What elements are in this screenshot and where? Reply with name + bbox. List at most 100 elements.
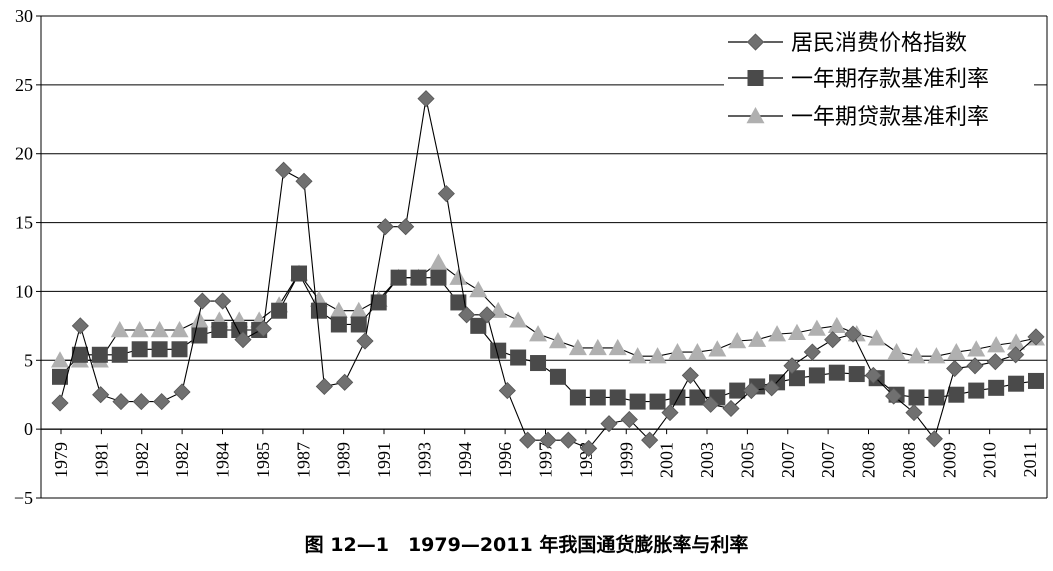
x-tick-label: 2005 <box>737 442 757 478</box>
axes <box>40 16 1048 498</box>
data-point <box>376 218 394 236</box>
data-point <box>295 172 313 190</box>
legend-label: 居民消费价格指数 <box>791 31 967 56</box>
data-point <box>628 347 647 364</box>
data-point <box>92 386 110 404</box>
y-tick-label: 5 <box>24 350 33 370</box>
y-tick-label: 15 <box>15 213 33 233</box>
data-point <box>71 346 88 363</box>
data-point <box>356 332 374 350</box>
data-point <box>151 341 168 358</box>
data-point <box>608 338 627 356</box>
data-point <box>430 269 447 286</box>
x-tick-label: 1982 <box>132 442 152 478</box>
data-point <box>559 431 577 449</box>
data-point <box>254 320 272 338</box>
legend-marker <box>746 107 765 124</box>
data-point <box>539 431 557 449</box>
x-tick-label: 1993 <box>414 442 434 478</box>
x-tick-label: 2008 <box>859 442 879 478</box>
data-point <box>417 90 435 108</box>
data-point <box>722 399 740 418</box>
legend-label: 一年期贷款基准利率 <box>791 105 989 130</box>
data-point <box>827 316 846 334</box>
data-point <box>987 336 1006 353</box>
data-point <box>641 431 659 449</box>
y-axis-ticks: −5 0 5 10 15 20 25 30 <box>14 6 41 508</box>
data-point <box>908 389 925 406</box>
y-tick-label: 0 <box>24 419 33 439</box>
x-tick-label: 1987 <box>293 442 313 478</box>
series-0 <box>51 90 1045 457</box>
data-point <box>708 340 727 357</box>
data-point <box>907 347 926 364</box>
data-point <box>783 357 801 375</box>
data-point <box>728 332 747 349</box>
data-point <box>828 364 845 381</box>
data-point <box>510 349 527 366</box>
data-point <box>130 320 149 338</box>
data-point <box>171 341 188 358</box>
data-point <box>410 269 427 286</box>
data-point <box>310 302 327 319</box>
data-point <box>569 389 586 406</box>
data-point <box>649 393 666 410</box>
data-point <box>742 382 760 400</box>
data-point <box>450 294 467 311</box>
x-tick-label: 1981 <box>91 442 111 478</box>
data-point <box>807 319 826 336</box>
data-point <box>190 311 209 328</box>
data-point <box>648 347 667 364</box>
x-tick-label: 1994 <box>455 442 475 478</box>
data-point <box>689 389 706 406</box>
data-point <box>271 302 288 319</box>
data-point <box>498 382 516 400</box>
series-1 <box>52 265 1044 410</box>
data-point <box>336 373 354 391</box>
x-tick-label: 2008 <box>899 442 919 478</box>
y-tick-label: 10 <box>15 281 33 301</box>
data-point <box>315 377 333 396</box>
data-point <box>449 268 468 285</box>
data-point <box>52 368 68 385</box>
legend-entry: 一年期存款基准利率 <box>724 63 1034 93</box>
data-point <box>580 439 598 457</box>
data-point <box>928 389 945 406</box>
data-point <box>968 382 985 399</box>
y-tick-label: 30 <box>15 6 33 26</box>
x-tick-label: 2007 <box>818 442 838 478</box>
x-tick-label: 1999 <box>616 442 636 478</box>
data-point <box>437 185 455 203</box>
data-point <box>788 370 805 387</box>
data-point <box>111 346 128 363</box>
data-point <box>490 342 507 359</box>
data-point <box>51 394 69 412</box>
data-point <box>946 359 964 378</box>
data-point <box>390 269 407 286</box>
data-point <box>458 306 476 324</box>
data-point <box>787 323 806 340</box>
data-point <box>1008 375 1025 392</box>
data-point <box>844 325 862 343</box>
data-point <box>768 325 787 342</box>
data-point <box>429 253 448 270</box>
data-point <box>211 321 228 338</box>
data-point <box>330 316 347 333</box>
data-point <box>51 351 69 368</box>
data-point <box>966 357 984 375</box>
x-axis-ticks: 1979 1981 1982 1982 1984 1985 1987 1989 1991 1993… <box>51 429 1040 478</box>
data-point <box>131 341 148 358</box>
data-point <box>629 393 646 410</box>
data-point <box>234 331 252 349</box>
data-point <box>609 389 626 406</box>
data-point <box>763 379 781 397</box>
data-point <box>370 294 387 311</box>
data-point <box>548 332 567 349</box>
data-point <box>927 347 946 364</box>
data-point <box>864 366 882 384</box>
x-tick-label: 1982 <box>172 442 192 478</box>
data-point <box>702 395 720 413</box>
data-point <box>71 317 89 335</box>
data-point <box>519 431 537 449</box>
data-point <box>397 218 415 236</box>
